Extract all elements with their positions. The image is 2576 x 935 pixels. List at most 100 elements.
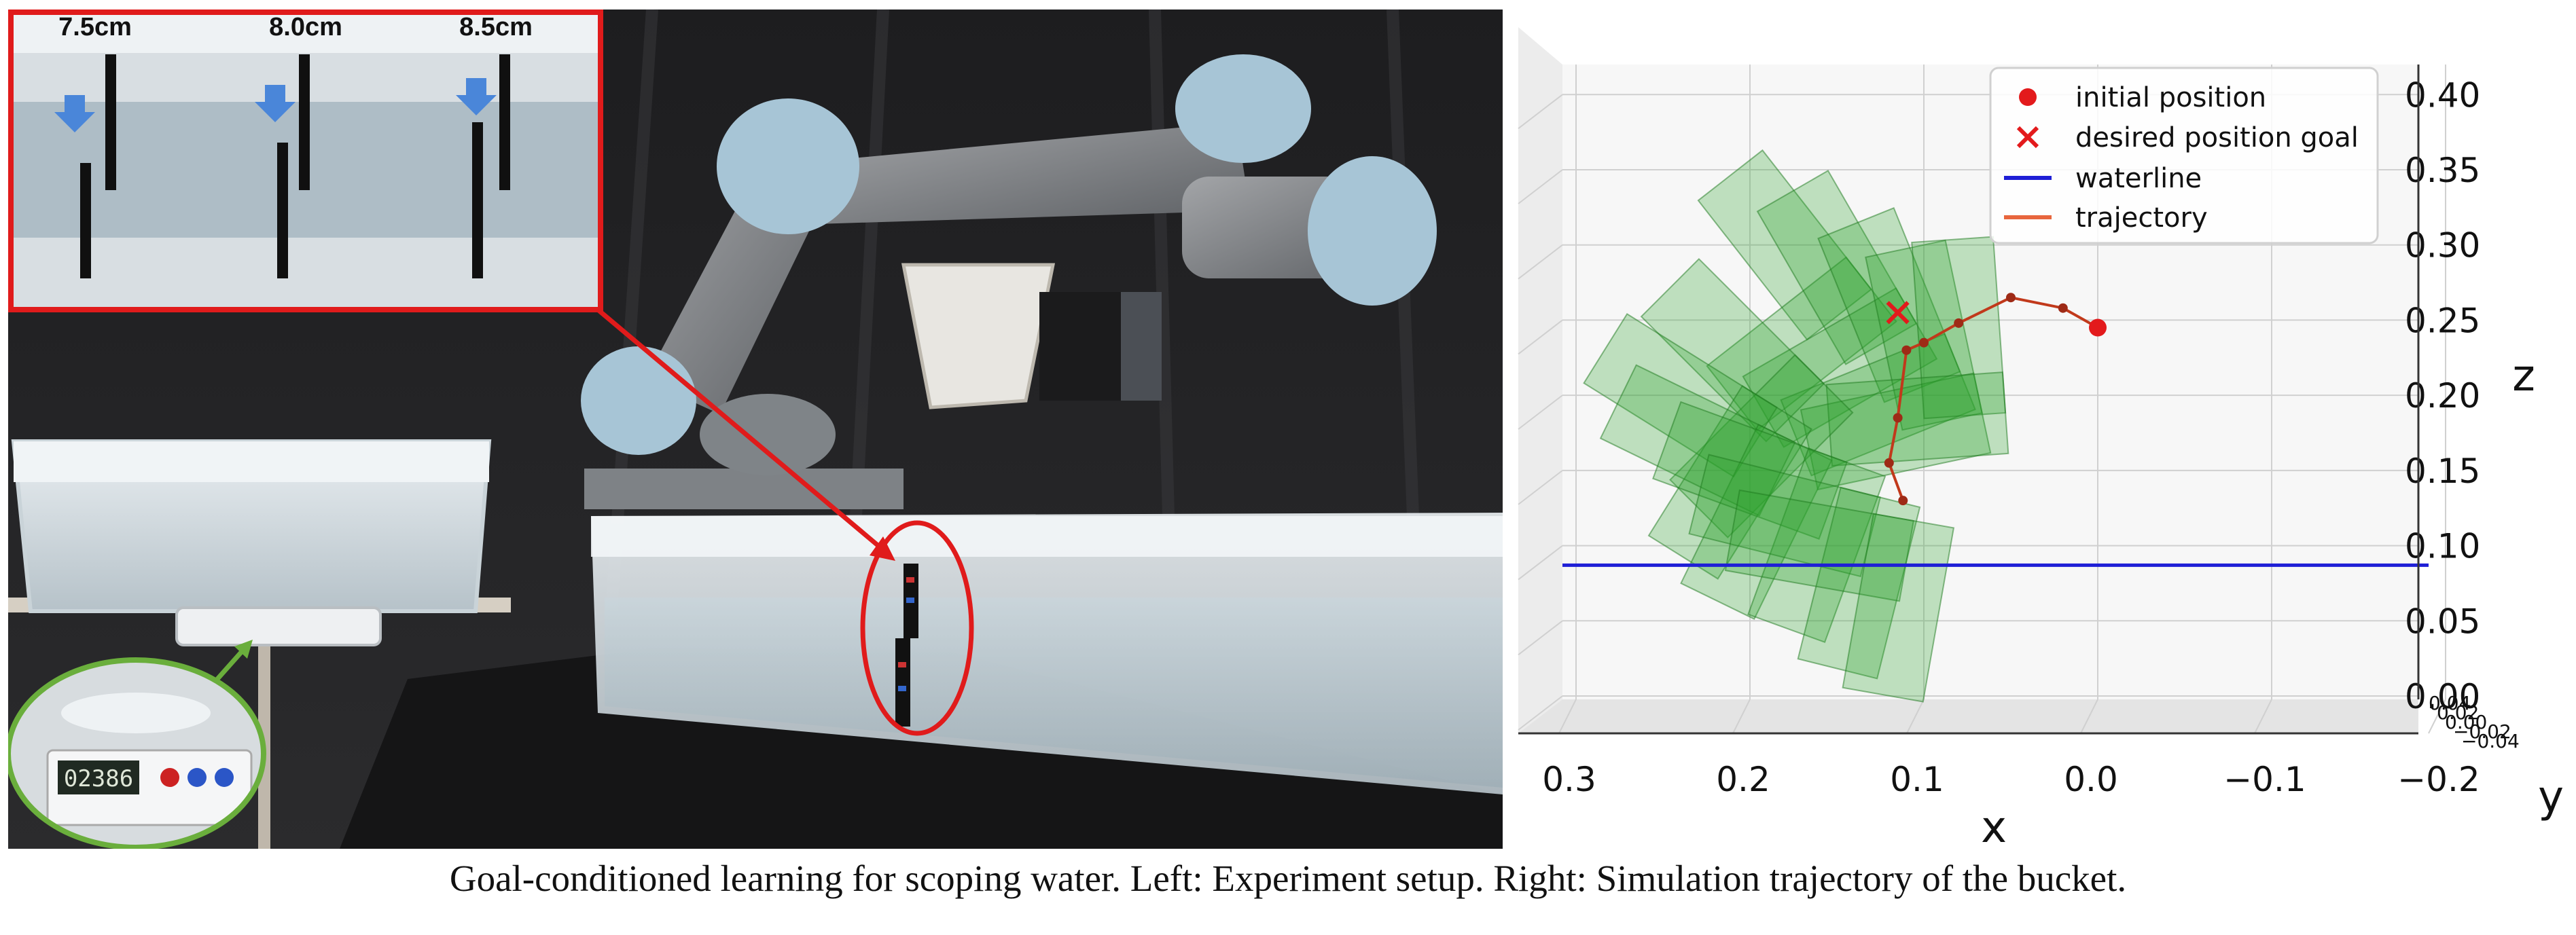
goal-marker-stroke — [1886, 301, 1910, 325]
y-tick-label: 0.00 — [2445, 711, 2487, 733]
trajectory-point — [1884, 458, 1894, 468]
trajectory-point — [1919, 337, 1929, 348]
y-axis-ticks: 0.040.020.00−0.02−0.04 — [2429, 692, 2520, 752]
x-tick-label: −0.1 — [2223, 760, 2306, 799]
bucket-pose-plate — [1583, 312, 1778, 478]
grid-line-z-side — [1518, 169, 1563, 204]
trajectory-point — [1901, 345, 1912, 355]
grid-line-x-floor — [2254, 699, 2272, 734]
inset-arrows — [54, 78, 497, 132]
inset-connector-arrow — [596, 308, 895, 561]
trajectory-point — [2006, 293, 2016, 303]
y-tick-label: −0.02 — [2453, 720, 2511, 743]
grid-line-z-side — [1518, 319, 1563, 355]
bucket-pose-base — [1842, 513, 1955, 703]
legend-waterline-label: waterline — [2075, 163, 2202, 194]
ruler-highlight-ellipse — [860, 520, 974, 736]
x-axis-ticks: 0.3 0.2 0.1 0.0 −0.1 −0.2 — [1542, 760, 2480, 799]
plot-floor — [1518, 699, 2418, 733]
legend-trajectory-label: trajectory — [2075, 202, 2208, 234]
robot-arm — [581, 54, 1437, 475]
inset-rulers — [80, 54, 510, 278]
inset-label-7-5: 7.5cm — [58, 13, 132, 41]
grid-line-z-side — [1518, 395, 1563, 430]
x-tick-label: 0.1 — [1890, 760, 1944, 799]
bucket-pose-base — [1706, 256, 1897, 431]
grid-line-z-side — [1518, 695, 1563, 731]
grid-line-z-side — [1518, 244, 1563, 280]
bucket-pose — [1599, 364, 1833, 620]
inset-label-8-5: 8.5cm — [459, 13, 533, 41]
scoop-bucket — [901, 263, 1162, 409]
y-tick-label: 0.04 — [2429, 692, 2471, 714]
bucket-pose — [1724, 489, 1955, 703]
z-tick-label: 0.05 — [2405, 602, 2480, 641]
bucket-pose-plate — [1688, 454, 1882, 578]
water-level-ruler — [895, 564, 918, 727]
water-level-inset: 7.5cm 8.0cm 8.5cm — [8, 10, 603, 312]
bucket-pose — [1652, 401, 1886, 644]
legend-initial-marker — [2019, 88, 2037, 106]
grid-line-x-floor — [1732, 699, 1751, 734]
z-tick-label: 0.35 — [2405, 151, 2480, 190]
bucket-pose-base — [1680, 423, 1833, 620]
z-tick-label: 0.25 — [2405, 301, 2480, 340]
bucket-pose — [1640, 257, 1854, 538]
robot-base — [584, 469, 904, 509]
inset-label-8-0: 8.0cm — [269, 13, 342, 41]
bucket-pose-plate — [1756, 169, 1918, 365]
legend: initial position desired position goal w… — [1989, 67, 2379, 244]
initial-position-marker — [2089, 318, 2107, 337]
y-axis-label: y — [2538, 772, 2564, 822]
z-tick-label: 0.20 — [2405, 376, 2480, 416]
z-axis-label: z — [2512, 351, 2535, 401]
experiment-photo: 7.5cm 8.0cm 8.5cm 02386 — [8, 10, 1503, 849]
goal-position-marker — [1886, 301, 1910, 325]
trajectory-point — [1893, 413, 1903, 423]
bucket-pose-plate — [1599, 364, 1796, 517]
bucket-pose — [1742, 169, 1938, 448]
legend-box — [1989, 67, 2379, 244]
grid-line-x-floor — [1906, 699, 1925, 734]
scale-readout: 02386 — [64, 765, 133, 792]
z-tick-label: 0.30 — [2405, 226, 2480, 265]
bucket-pose — [1688, 454, 1921, 680]
x-tick-label: 0.3 — [1542, 760, 1596, 799]
bucket-poses — [1583, 149, 2009, 703]
grid-line-z-side — [1518, 545, 1563, 581]
x-tick-label: 0.2 — [1716, 760, 1770, 799]
bucket-pose-plate — [1865, 239, 1983, 431]
inset-labels: 7.5cm 8.0cm 8.5cm — [58, 13, 533, 41]
bucket-pose-base — [1797, 486, 1921, 680]
x-tick-label: −0.2 — [2397, 760, 2480, 799]
grid-line-z-side — [1518, 470, 1563, 505]
grid-line-z-side — [1518, 620, 1563, 656]
trajectory-points — [1884, 293, 2103, 506]
trajectory-point — [1954, 318, 1964, 328]
grid-line-x-floor — [2428, 699, 2446, 734]
grid-line-x-floor — [2080, 699, 2098, 734]
z-tick-label: 0.10 — [2405, 527, 2480, 566]
bucket-pose-base — [1747, 447, 1886, 644]
x-axis-label: x — [1981, 803, 2007, 853]
bucket-pose-base — [1742, 287, 1938, 448]
figure-caption: Goal-conditioned learning for scoping wa… — [449, 858, 2127, 899]
z-axis-ticks: 0.000.050.100.150.200.250.300.350.40 — [2405, 75, 2480, 716]
kitchen-scale — [175, 606, 382, 646]
scale-circle-inset: 02386 — [8, 640, 266, 849]
y-tick-label: −0.04 — [2461, 730, 2520, 752]
z-tick-label: 0.40 — [2405, 75, 2480, 115]
bucket-pose-plate — [1724, 489, 1915, 602]
grid-line-x-floor — [1558, 699, 1577, 734]
bucket-pose-plate — [1640, 257, 1825, 443]
trajectory-point — [1898, 496, 1908, 506]
plot-left-wall — [1518, 27, 1562, 733]
bucket-pose-base — [1825, 371, 2009, 467]
bucket-pose — [1800, 239, 1992, 491]
legend-goal-marker — [2016, 126, 2039, 149]
grid-line-z-side — [1518, 94, 1563, 130]
x-tick-label: 0.0 — [2064, 760, 2118, 799]
legend-goal-label: desired position goal — [2075, 122, 2359, 153]
simulation-plot: 0.00 0.05 0.10 0.15 0.20 0.25 0.30 0.35 0.40 0.3… — [1518, 27, 2564, 853]
